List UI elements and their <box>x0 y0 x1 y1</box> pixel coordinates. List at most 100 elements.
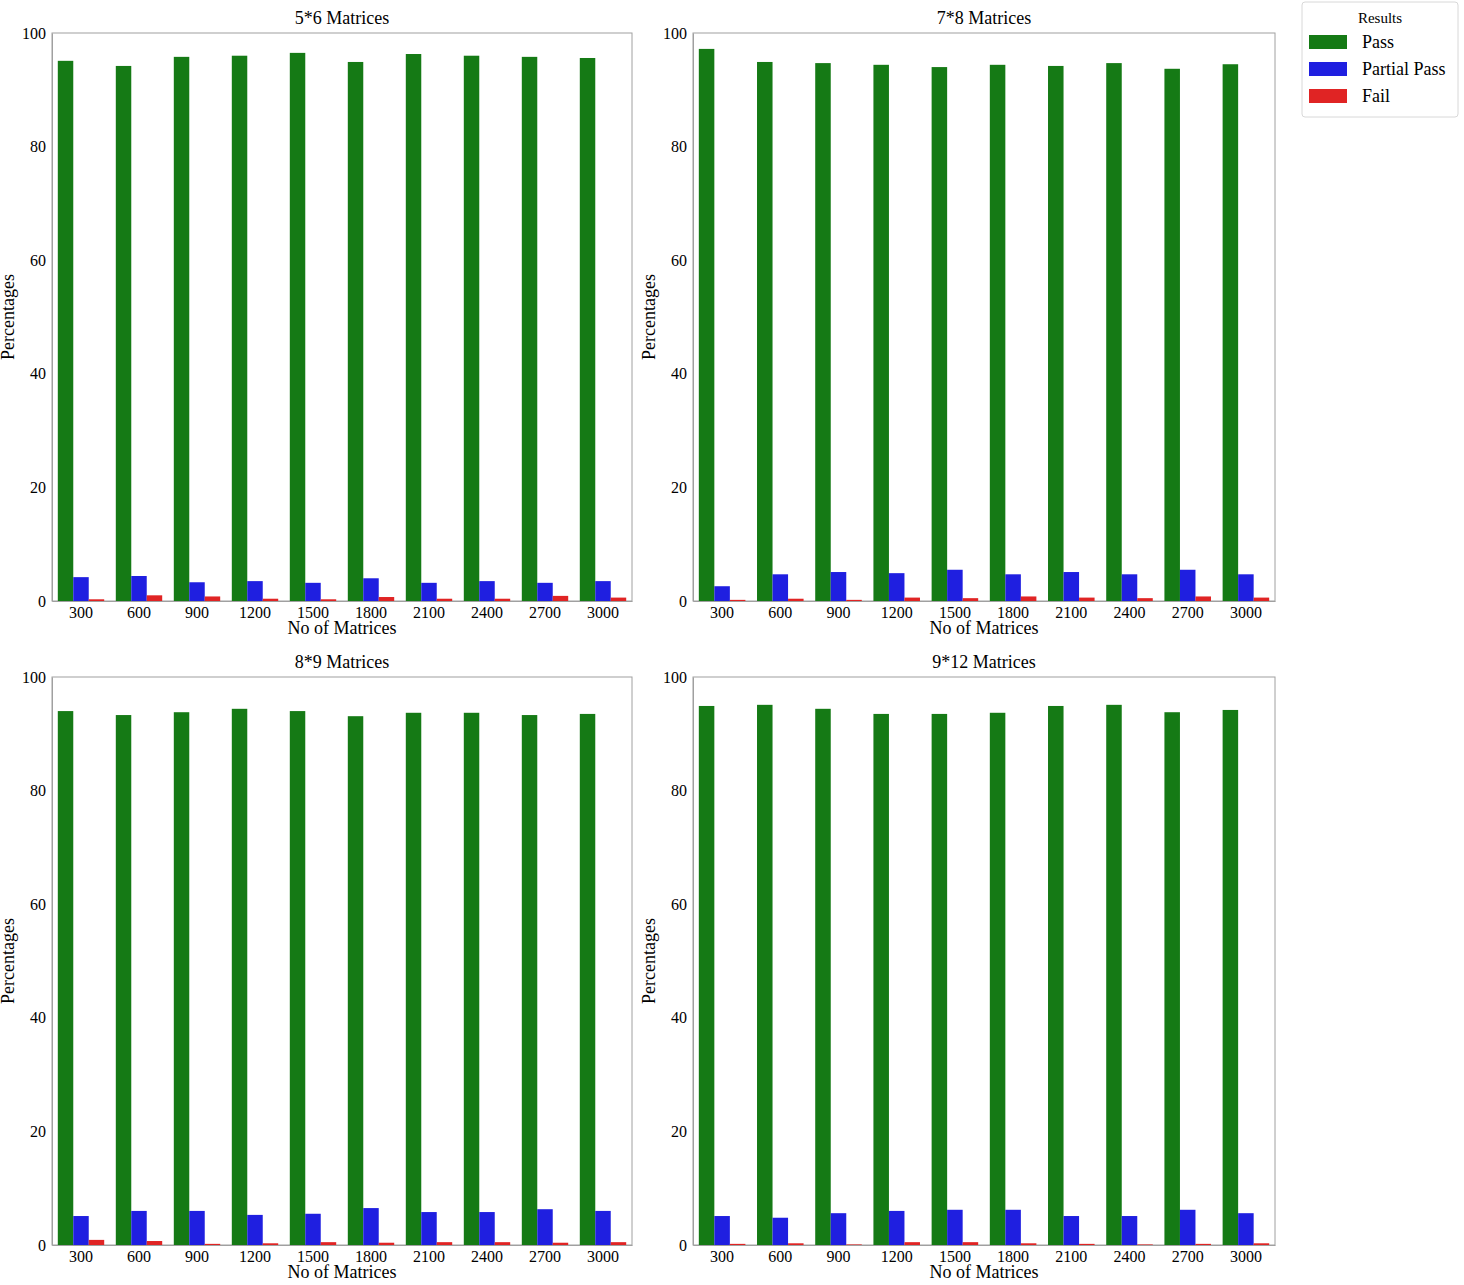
y-tick-label: 0 <box>679 593 687 610</box>
x-tick-label: 300 <box>69 1248 93 1265</box>
bar <box>889 1211 905 1245</box>
panel: 3006009001200150018002100240027003000020… <box>639 8 1276 638</box>
y-tick-label: 20 <box>30 479 46 496</box>
bar <box>495 1242 510 1245</box>
y-tick-label: 60 <box>671 252 687 269</box>
bar <box>1238 574 1254 601</box>
y-tick: 40 <box>671 365 693 382</box>
x-tick-label: 300 <box>69 604 93 621</box>
x-tick-label: 3000 <box>587 604 619 621</box>
x-tick: 900 <box>827 1245 851 1265</box>
bar <box>247 581 262 601</box>
bar <box>73 1216 88 1245</box>
y-tick: 100 <box>22 669 52 686</box>
x-tick: 2100 <box>413 1245 445 1265</box>
bar <box>348 716 363 1245</box>
bar <box>89 1240 104 1245</box>
bar <box>464 56 479 601</box>
y-tick: 100 <box>663 669 693 686</box>
bar <box>116 66 131 601</box>
y-axis: 020406080100 <box>22 25 53 610</box>
bar <box>611 1242 626 1245</box>
x-tick: 300 <box>69 1245 93 1265</box>
y-axis: 020406080100 <box>22 669 53 1254</box>
y-tick-label: 80 <box>30 138 46 155</box>
x-tick: 300 <box>69 601 93 621</box>
axis-line <box>693 678 694 1246</box>
bar <box>1254 1243 1270 1245</box>
bar <box>73 577 88 601</box>
bar <box>421 1212 436 1245</box>
bar <box>773 1218 789 1245</box>
bar <box>553 596 568 601</box>
x-tick-label: 900 <box>185 604 209 621</box>
bar <box>1079 598 1095 601</box>
bar <box>189 1211 204 1245</box>
x-tick: 3000 <box>1230 601 1262 621</box>
y-axis-title: Percentages <box>0 274 18 360</box>
bar <box>479 1212 494 1245</box>
bar <box>1064 572 1080 601</box>
y-tick: 60 <box>671 896 693 913</box>
bar <box>131 576 146 601</box>
x-tick-label: 600 <box>127 1248 151 1265</box>
bar <box>846 600 862 601</box>
bar <box>522 715 537 1245</box>
x-tick: 1200 <box>881 601 913 621</box>
y-tick: 60 <box>30 252 52 269</box>
axis-line <box>693 34 694 602</box>
bar <box>1137 1244 1153 1245</box>
x-tick: 3000 <box>1230 1245 1262 1265</box>
bar <box>1106 63 1122 601</box>
bar <box>1164 69 1180 601</box>
bar <box>537 583 552 601</box>
x-tick-label: 600 <box>768 604 792 621</box>
bar <box>495 599 510 601</box>
bar <box>421 583 436 601</box>
panel: 3006009001200150018002100240027003000020… <box>0 652 633 1282</box>
x-tick-label: 600 <box>127 604 151 621</box>
x-tick-label: 1200 <box>881 604 913 621</box>
axis-line <box>694 601 1276 602</box>
x-tick-label: 1200 <box>881 1248 913 1265</box>
y-tick-label: 40 <box>671 1009 687 1026</box>
bar <box>1195 1244 1211 1245</box>
bar <box>815 709 831 1245</box>
x-tick-label: 2700 <box>1172 1248 1204 1265</box>
bar <box>773 574 789 601</box>
x-tick: 2100 <box>1055 1245 1087 1265</box>
y-tick-label: 40 <box>30 365 46 382</box>
bar <box>873 65 889 601</box>
bar <box>963 1242 979 1245</box>
x-tick-label: 1200 <box>239 604 271 621</box>
legend: ResultsPassPartial PassFail <box>1302 2 1458 117</box>
plot-frame <box>52 677 632 1245</box>
chart-title: 5*6 Matrices <box>295 8 389 28</box>
x-tick-label: 2700 <box>529 604 561 621</box>
y-tick-label: 100 <box>22 669 46 686</box>
y-axis-title: Percentages <box>0 918 18 1004</box>
bar <box>1005 574 1021 601</box>
x-tick-label: 900 <box>827 604 851 621</box>
y-tick: 0 <box>679 593 693 610</box>
bar <box>1223 64 1239 601</box>
chart-title: 7*8 Matrices <box>937 8 1031 28</box>
bar <box>947 570 963 601</box>
y-tick: 0 <box>38 1237 52 1254</box>
bar <box>1137 598 1153 601</box>
bar <box>1048 66 1064 601</box>
bar <box>464 713 479 1245</box>
y-tick-label: 80 <box>671 782 687 799</box>
x-tick-label: 1200 <box>239 1248 271 1265</box>
axis-line <box>52 678 53 1246</box>
bar <box>1122 1216 1138 1245</box>
y-tick-label: 100 <box>22 25 46 42</box>
bar <box>232 709 247 1245</box>
y-tick: 40 <box>671 1009 693 1026</box>
bar <box>757 62 773 601</box>
bars <box>58 53 626 601</box>
bar <box>205 596 220 601</box>
bar <box>730 1244 746 1245</box>
y-tick-label: 20 <box>671 1123 687 1140</box>
chart-title: 9*12 Matrices <box>932 652 1035 672</box>
